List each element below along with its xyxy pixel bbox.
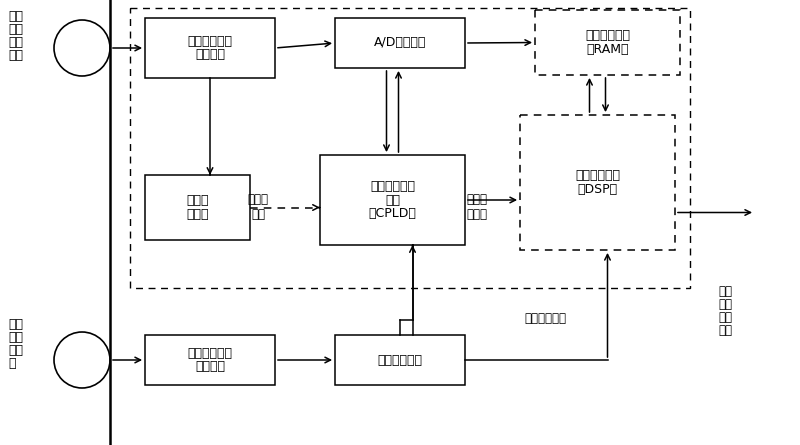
Text: （CPLD）: （CPLD） [369, 207, 417, 220]
Text: （DSP）: （DSP） [578, 183, 618, 196]
Text: 预触发
信号: 预触发 信号 [247, 193, 269, 221]
Text: 测电路: 测电路 [186, 208, 209, 221]
Text: 数据存储模块: 数据存储模块 [585, 29, 630, 42]
Text: （高频）: （高频） [195, 49, 225, 61]
Bar [130, 8, 690, 288]
Text: 信号调理电路: 信号调理电路 [187, 35, 233, 48]
Text: 电路: 电路 [385, 194, 400, 206]
Text: 电流: 电流 [8, 331, 23, 344]
Bar [320, 155, 465, 245]
Text: 过零比较电路: 过零比较电路 [378, 353, 422, 367]
Text: （RAM）: （RAM） [586, 43, 629, 56]
Text: 工频: 工频 [8, 318, 23, 331]
Bar [335, 335, 465, 385]
Bar [145, 18, 275, 78]
Bar [335, 18, 465, 68]
Text: 信号: 信号 [718, 324, 732, 337]
Text: （工频）: （工频） [195, 360, 225, 373]
Text: 数据采集控制: 数据采集控制 [370, 179, 415, 193]
Bar [145, 175, 250, 240]
Text: 互感: 互感 [8, 344, 23, 357]
Text: 数据处理模块: 数据处理模块 [575, 169, 620, 182]
Text: 信号调理电路: 信号调理电路 [187, 347, 233, 360]
Text: 故障: 故障 [718, 298, 732, 311]
Text: 内部触
发信号: 内部触 发信号 [466, 193, 487, 221]
Text: 线圈: 线圈 [8, 49, 23, 62]
Text: 自积: 自积 [8, 10, 23, 23]
Text: A/D转换电路: A/D转换电路 [374, 36, 426, 49]
Bar [535, 10, 680, 75]
Text: 触发检: 触发检 [186, 194, 209, 207]
Bar [520, 115, 675, 250]
Text: 电弧: 电弧 [718, 285, 732, 298]
Text: 器: 器 [8, 357, 15, 370]
Text: 分式: 分式 [8, 23, 23, 36]
Text: 报警: 报警 [718, 311, 732, 324]
Text: 罗氏: 罗氏 [8, 36, 23, 49]
Text: 电流过零信号: 电流过零信号 [524, 312, 566, 325]
Bar [145, 335, 275, 385]
